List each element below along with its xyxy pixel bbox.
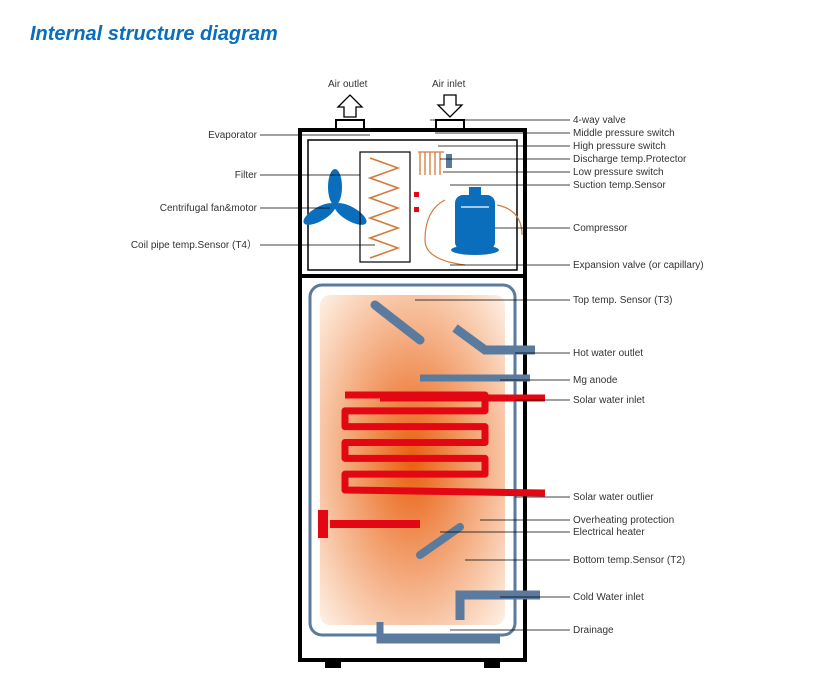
label-t3: Top temp. Sensor (T3)	[573, 295, 672, 306]
electrical-heater-icon	[330, 520, 420, 528]
label-compressor: Compressor	[573, 223, 628, 234]
label-air-outlet: Air outlet	[328, 79, 368, 90]
label-fan: Centrifugal fan&motor	[160, 203, 258, 214]
label-expansion: Expansion valve (or capillary)	[573, 260, 704, 271]
label-discharge: Discharge temp.Protector	[573, 154, 687, 165]
label-hot-out: Hot water outlet	[573, 348, 643, 359]
label-elec-heater: Electrical heater	[573, 527, 645, 538]
title: Internal structure diagram	[30, 23, 278, 45]
label-high-press: High pressure switch	[573, 141, 666, 152]
label-evaporator: Evaporator	[208, 130, 258, 141]
label-mid-press: Middle pressure switch	[573, 128, 675, 139]
label-solar-out: Solar water outlier	[573, 492, 654, 503]
label-suction: Suction temp.Sensor	[573, 180, 666, 191]
label-overheat: Overheating protection	[573, 515, 674, 526]
label-filter: Filter	[235, 170, 258, 181]
label-low-press: Low pressure switch	[573, 167, 664, 178]
air-inlet-arrow-icon	[438, 95, 462, 117]
label-drain: Drainage	[573, 625, 614, 636]
label-cold-in: Cold Water inlet	[573, 592, 644, 603]
label-t4: Coil pipe temp.Sensor (T4）	[131, 239, 257, 251]
label-solar-in: Solar water inlet	[573, 395, 645, 406]
air-outlet-arrow-icon	[338, 95, 362, 117]
compressor-icon	[455, 195, 495, 250]
label-mg: Mg anode	[573, 375, 618, 386]
label-4way: 4-way valve	[573, 115, 626, 126]
label-air-inlet: Air inlet	[432, 79, 466, 90]
diagram: Internal structure diagram Air outlet Air …	[0, 0, 825, 692]
label-t2: Bottom temp.Sensor (T2)	[573, 555, 685, 566]
